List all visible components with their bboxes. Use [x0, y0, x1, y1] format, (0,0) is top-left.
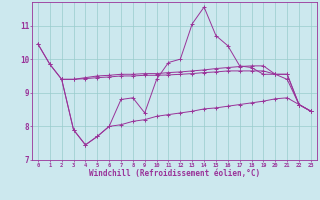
X-axis label: Windchill (Refroidissement éolien,°C): Windchill (Refroidissement éolien,°C): [89, 169, 260, 178]
